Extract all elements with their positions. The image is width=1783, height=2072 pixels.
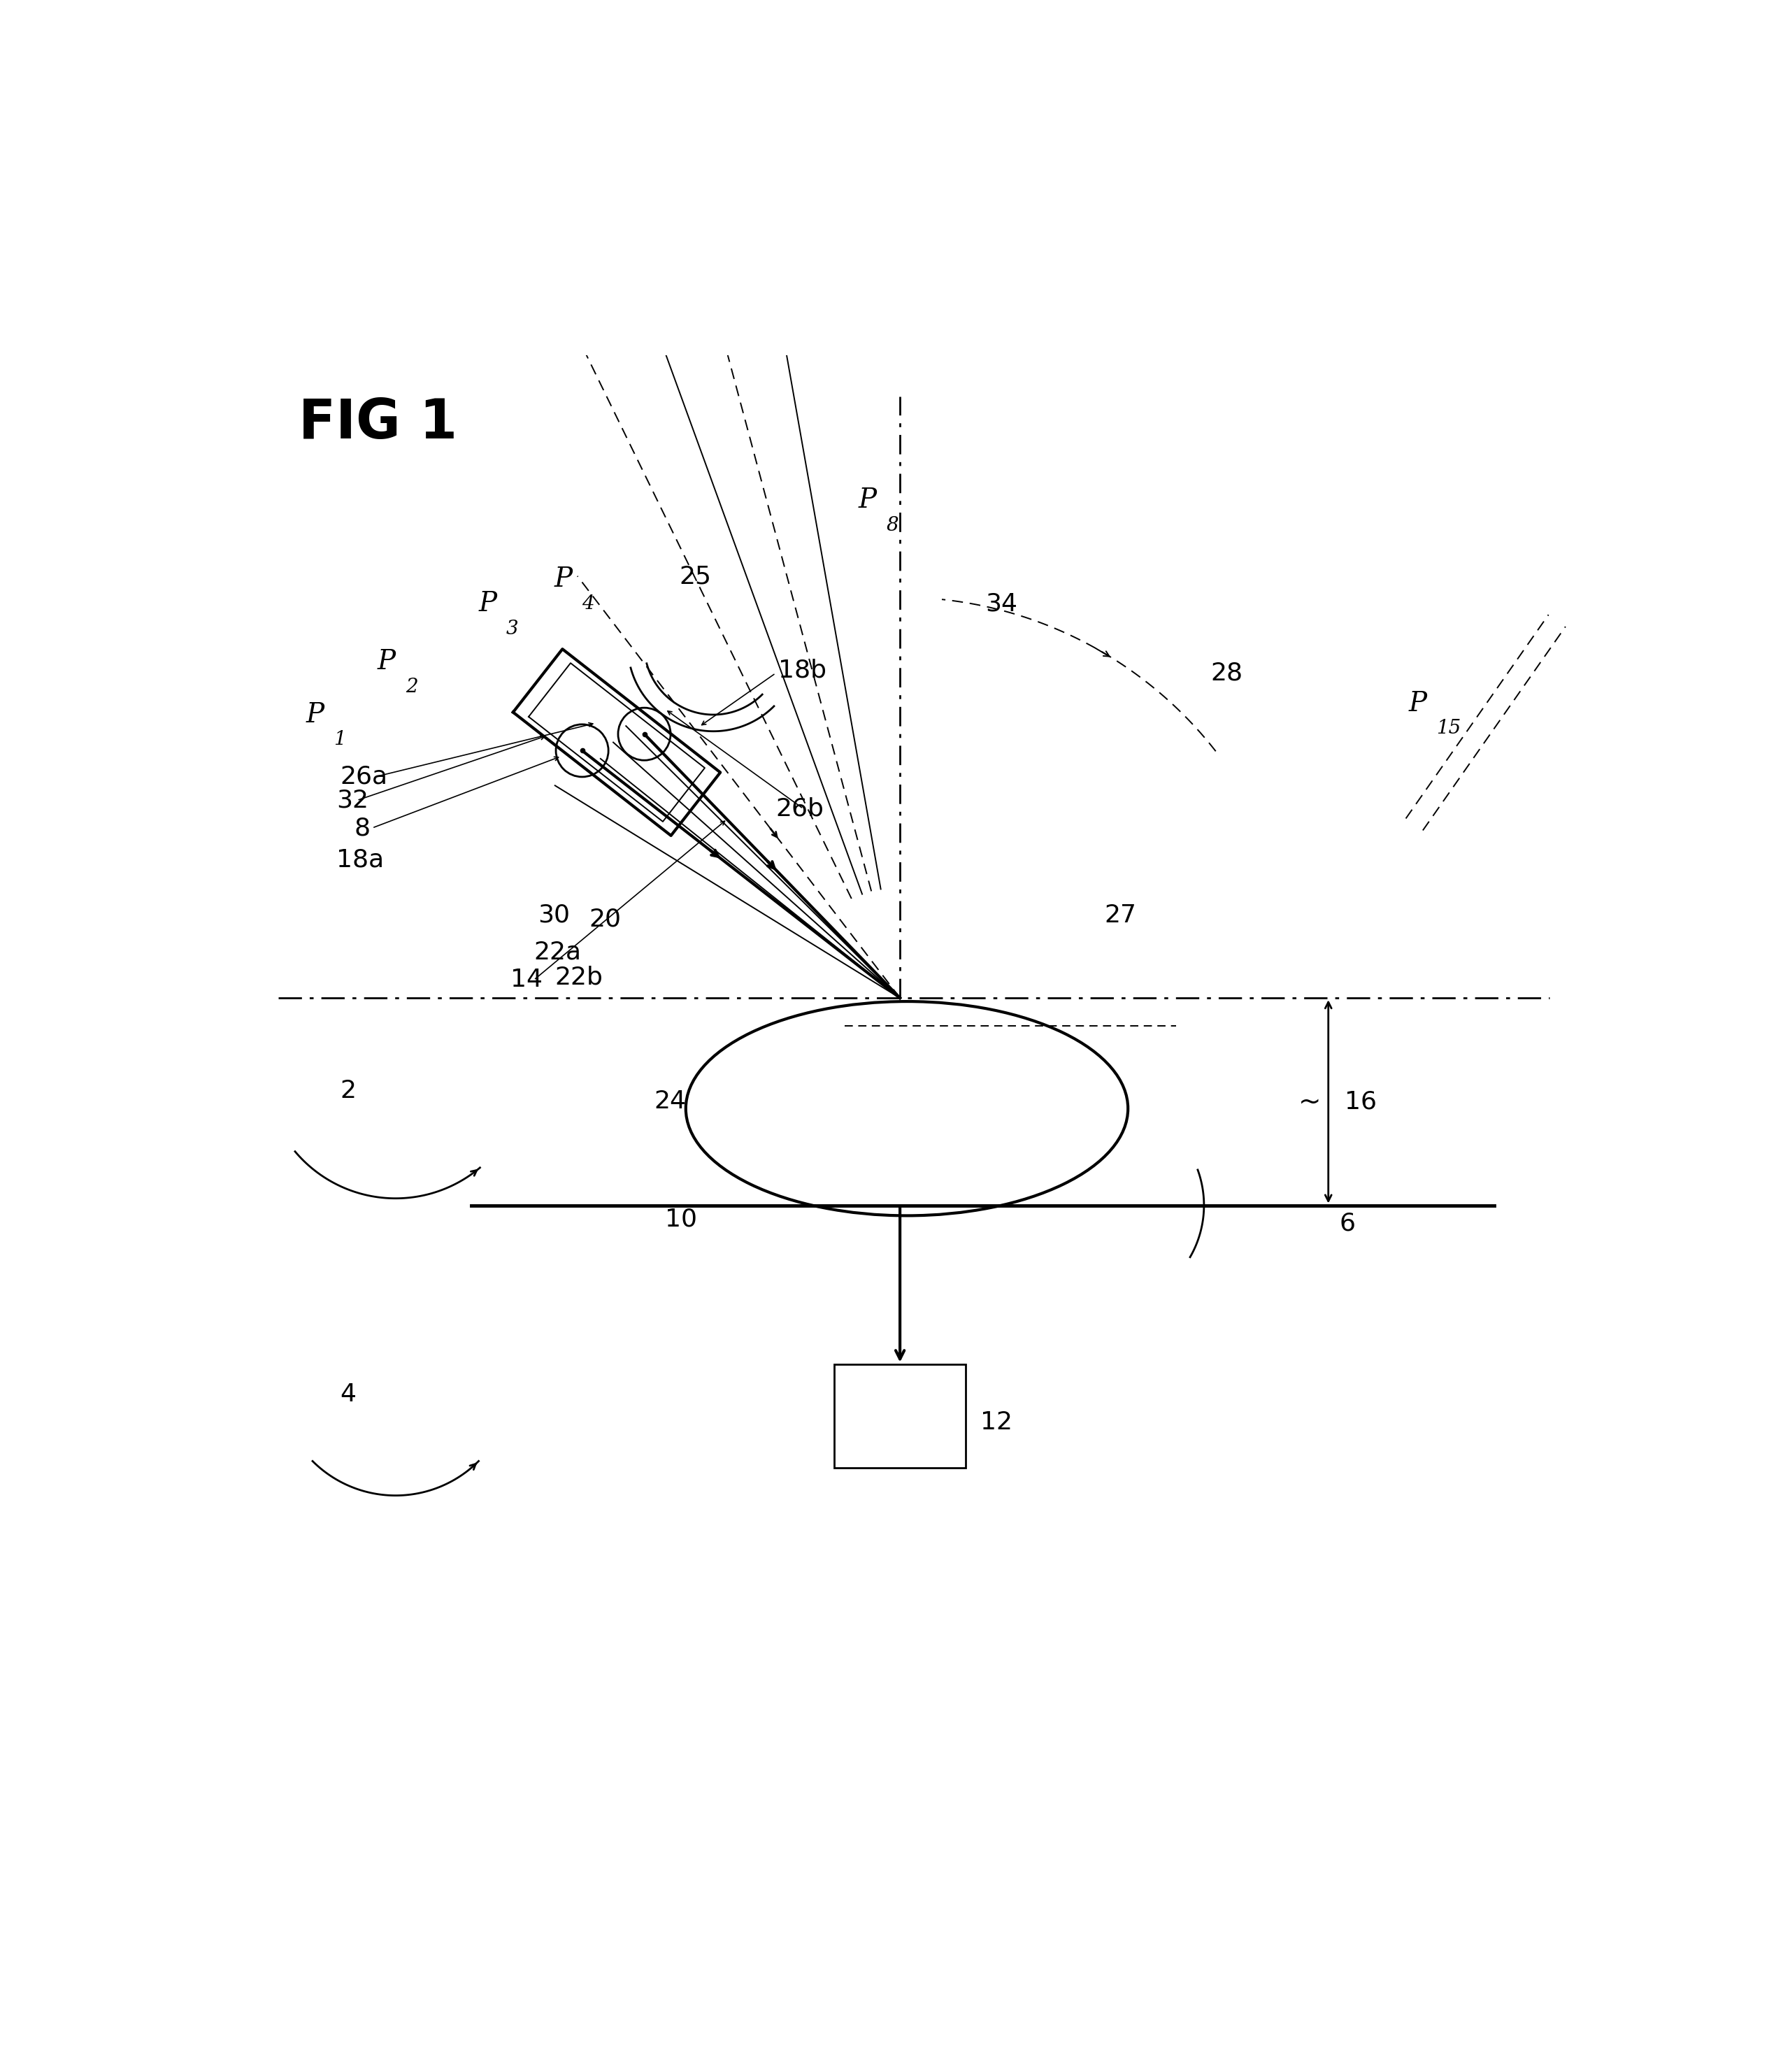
Text: 18a: 18a xyxy=(337,847,383,872)
Text: P: P xyxy=(307,702,325,727)
Text: 28: 28 xyxy=(1211,661,1243,686)
Text: 3: 3 xyxy=(506,620,519,638)
Text: 8: 8 xyxy=(355,816,371,839)
Text: 25: 25 xyxy=(679,564,711,588)
Text: 27: 27 xyxy=(1104,903,1136,926)
Text: P: P xyxy=(555,566,572,593)
Text: P: P xyxy=(1409,690,1426,717)
Text: P: P xyxy=(378,649,396,675)
Text: 2: 2 xyxy=(341,1080,357,1102)
Text: 10: 10 xyxy=(665,1208,697,1231)
Text: 6: 6 xyxy=(1339,1212,1355,1235)
Text: 34: 34 xyxy=(986,593,1018,615)
Text: 26b: 26b xyxy=(776,798,824,821)
Text: ~: ~ xyxy=(1298,1088,1321,1115)
Text: P: P xyxy=(478,591,497,617)
Text: P: P xyxy=(859,487,877,514)
Text: 18b: 18b xyxy=(779,659,827,682)
Text: 22b: 22b xyxy=(555,966,603,988)
Text: 32: 32 xyxy=(337,789,369,812)
Text: 15: 15 xyxy=(1435,719,1460,738)
Text: 12: 12 xyxy=(981,1411,1013,1434)
Text: 24: 24 xyxy=(654,1090,686,1113)
Text: 30: 30 xyxy=(538,903,571,926)
Text: 22a: 22a xyxy=(533,941,581,963)
Text: 26a: 26a xyxy=(341,765,389,789)
Text: 20: 20 xyxy=(588,908,620,930)
Text: 1: 1 xyxy=(333,729,346,748)
Text: 16: 16 xyxy=(1344,1090,1376,1113)
Text: FIG 1: FIG 1 xyxy=(300,398,458,450)
Bar xyxy=(834,1363,966,1467)
Text: 2: 2 xyxy=(405,678,417,696)
Text: 4: 4 xyxy=(341,1382,357,1407)
Text: 8: 8 xyxy=(886,516,899,535)
Text: 14: 14 xyxy=(510,968,542,992)
Text: 4: 4 xyxy=(581,595,594,613)
